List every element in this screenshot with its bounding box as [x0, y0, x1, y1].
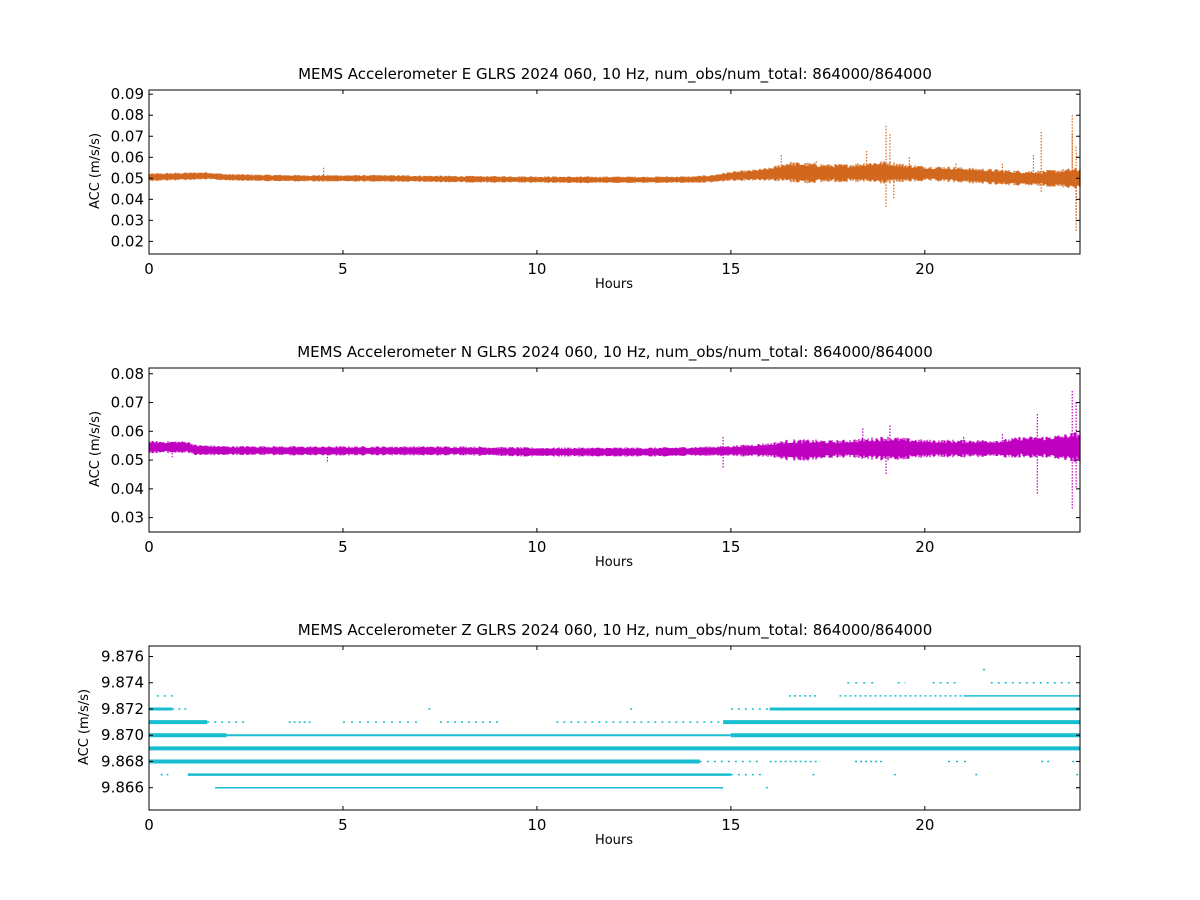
- axes-frame: [148, 367, 1081, 533]
- x-tick-label: 20: [915, 260, 934, 278]
- x-tick-label: 0: [144, 538, 154, 556]
- y-tick-label: 0.04: [111, 190, 144, 208]
- panel-n-title: MEMS Accelerometer N GLRS 2024 060, 10 H…: [297, 343, 933, 362]
- x-tick-label: 0: [144, 260, 154, 278]
- y-tick-label: 9.868: [101, 752, 144, 770]
- panel-e-ylabel: ACC (m/s/s): [88, 133, 103, 209]
- y-tick-label: 0.04: [111, 480, 144, 498]
- x-tick-label: 20: [915, 816, 934, 834]
- x-tick-label: 0: [144, 816, 154, 834]
- x-tick-label: 15: [721, 816, 740, 834]
- data-marks: [148, 391, 1081, 509]
- x-tick-label: 5: [338, 816, 348, 834]
- y-tick-label: 0.08: [111, 365, 144, 383]
- x-tick-label: 20: [915, 538, 934, 556]
- y-tick-label: 0.05: [111, 169, 144, 187]
- y-tick-label: 0.08: [111, 106, 144, 124]
- panel-z-title: MEMS Accelerometer Z GLRS 2024 060, 10 H…: [298, 621, 933, 640]
- y-tick-label: 9.874: [101, 674, 144, 692]
- axes-frame: [148, 89, 1081, 255]
- panel-z-plot-area: 0 5 10 15 20 9.866 9.868 9.870 9.872 9.874 9.876: [101, 645, 1081, 834]
- y-tick-label: 0.03: [111, 509, 144, 527]
- data-marks: [149, 668, 1080, 789]
- panel-e-title: MEMS Accelerometer E GLRS 2024 060, 10 H…: [298, 65, 932, 84]
- panel-z: MEMS Accelerometer Z GLRS 2024 060, 10 H…: [77, 621, 1081, 848]
- y-tick-label: 0.07: [111, 394, 144, 412]
- y-tick-label: 0.03: [111, 211, 144, 229]
- panel-e-plot-area: 0 5 10 15 20 0.02 0.03 0.04 0.05 0.06 0.07 0.08 0.09: [111, 85, 1081, 278]
- y-tick-label: 9.866: [101, 779, 144, 797]
- x-tick-label: 10: [527, 816, 546, 834]
- panel-e: MEMS Accelerometer E GLRS 2024 060, 10 H…: [88, 65, 1081, 292]
- y-tick-label: 9.876: [101, 647, 144, 665]
- panel-z-ylabel: ACC (m/s/s): [77, 689, 92, 765]
- y-tick-label: 9.872: [101, 700, 144, 718]
- y-tick-label: 9.870: [101, 726, 144, 744]
- y-tick-label: 0.05: [111, 451, 144, 469]
- x-tick-label: 10: [527, 538, 546, 556]
- axes-frame: [148, 645, 1081, 811]
- y-tick-label: 0.07: [111, 127, 144, 145]
- y-tick-label: 0.06: [111, 422, 144, 440]
- panel-e-xlabel: Hours: [595, 277, 633, 292]
- y-tick-label: 0.06: [111, 148, 144, 166]
- x-tick-label: 15: [721, 538, 740, 556]
- y-tick-label: 0.02: [111, 232, 144, 250]
- x-tick-label: 15: [721, 260, 740, 278]
- x-tick-label: 5: [338, 538, 348, 556]
- panel-n: MEMS Accelerometer N GLRS 2024 060, 10 H…: [88, 343, 1081, 570]
- panel-n-ylabel: ACC (m/s/s): [88, 411, 103, 487]
- y-tick-label: 0.09: [111, 85, 144, 103]
- data-marks: [148, 115, 1081, 231]
- panel-z-xlabel: Hours: [595, 833, 633, 848]
- panel-n-xlabel: Hours: [595, 555, 633, 570]
- x-tick-label: 10: [527, 260, 546, 278]
- x-tick-label: 5: [338, 260, 348, 278]
- panel-n-plot-area: 0 5 10 15 20 0.03 0.04 0.05 0.06 0.07 0.08: [111, 365, 1081, 556]
